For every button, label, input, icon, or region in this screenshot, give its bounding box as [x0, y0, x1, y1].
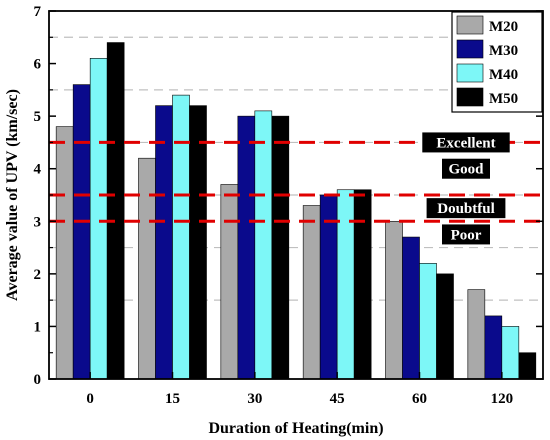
y-tick-label-7: 7 [34, 4, 42, 20]
zone-label-1: Good [448, 162, 484, 178]
legend-swatch-m30 [456, 39, 484, 59]
bar-m20-60 [385, 220, 403, 380]
bar-m20-120 [467, 289, 486, 380]
y-axis-title: Average value of UPV (km/sec) [4, 89, 21, 301]
legend-swatch-m50 [456, 87, 484, 107]
zone-label-box-2 [426, 198, 506, 219]
x-tick-label-120: 120 [491, 391, 514, 407]
bar-m20-45 [302, 205, 321, 380]
y-tick-label-4: 4 [34, 162, 42, 178]
zone-label-2: Doubtful [437, 201, 495, 217]
bar-m40-30 [254, 110, 273, 380]
y-tick-label-6: 6 [34, 57, 42, 73]
bar-m20-30 [220, 184, 239, 380]
y-tick-label-2: 2 [34, 267, 42, 283]
zone-label-3: Poor [451, 227, 482, 243]
x-tick-label-45: 45 [330, 391, 345, 407]
x-tick-label-0: 0 [86, 391, 94, 407]
bar-m50-15 [189, 105, 207, 380]
legend-label-m40: M40 [489, 67, 518, 83]
x-tick-label-60: 60 [412, 391, 427, 407]
bar-m30-15 [155, 105, 173, 380]
x-tick-label-30: 30 [247, 391, 262, 407]
y-tick-label-0: 0 [34, 372, 42, 388]
legend-swatch-m40 [456, 63, 484, 83]
bar-m40-120 [501, 326, 520, 380]
bar-m30-60 [402, 236, 420, 380]
legend-swatch-m20 [456, 15, 484, 35]
x-tick-label-15: 15 [165, 391, 180, 407]
bar-m50-30 [271, 115, 290, 380]
bar-m30-120 [484, 315, 503, 380]
legend: M20 M30 M40 M50 [451, 11, 543, 113]
bar-m40-15 [172, 94, 190, 380]
zone-label-box-3 [442, 224, 490, 245]
zone-label-box-1 [442, 158, 490, 179]
y-tick-label-5: 5 [34, 109, 42, 125]
bar-m50-60 [436, 273, 454, 380]
bar-m20-0 [55, 126, 74, 380]
bars [55, 42, 537, 380]
bar-m40-60 [419, 263, 437, 380]
legend-label-m30: M30 [489, 43, 518, 59]
legend-label-m20: M20 [489, 19, 518, 35]
bar-m50-120 [518, 352, 537, 380]
zone-label-0: Excellent [436, 135, 495, 151]
y-tick-label-3: 3 [34, 214, 42, 230]
bar-m40-45 [336, 189, 355, 380]
y-tick-label-1: 1 [34, 319, 42, 335]
bar-m30-30 [237, 115, 256, 380]
zone-labels: Excellent Good Doubtful Poor [422, 132, 510, 245]
bar-m50-45 [353, 189, 372, 380]
zone-label-box-0 [422, 132, 510, 153]
bar-m40-0 [89, 58, 108, 380]
bar-m30-0 [72, 84, 91, 380]
x-axis-title: Duration of Heating(min) [208, 420, 383, 437]
legend-label-m50: M50 [489, 91, 518, 107]
bar-m50-0 [106, 42, 125, 380]
bar-m20-15 [138, 157, 156, 380]
